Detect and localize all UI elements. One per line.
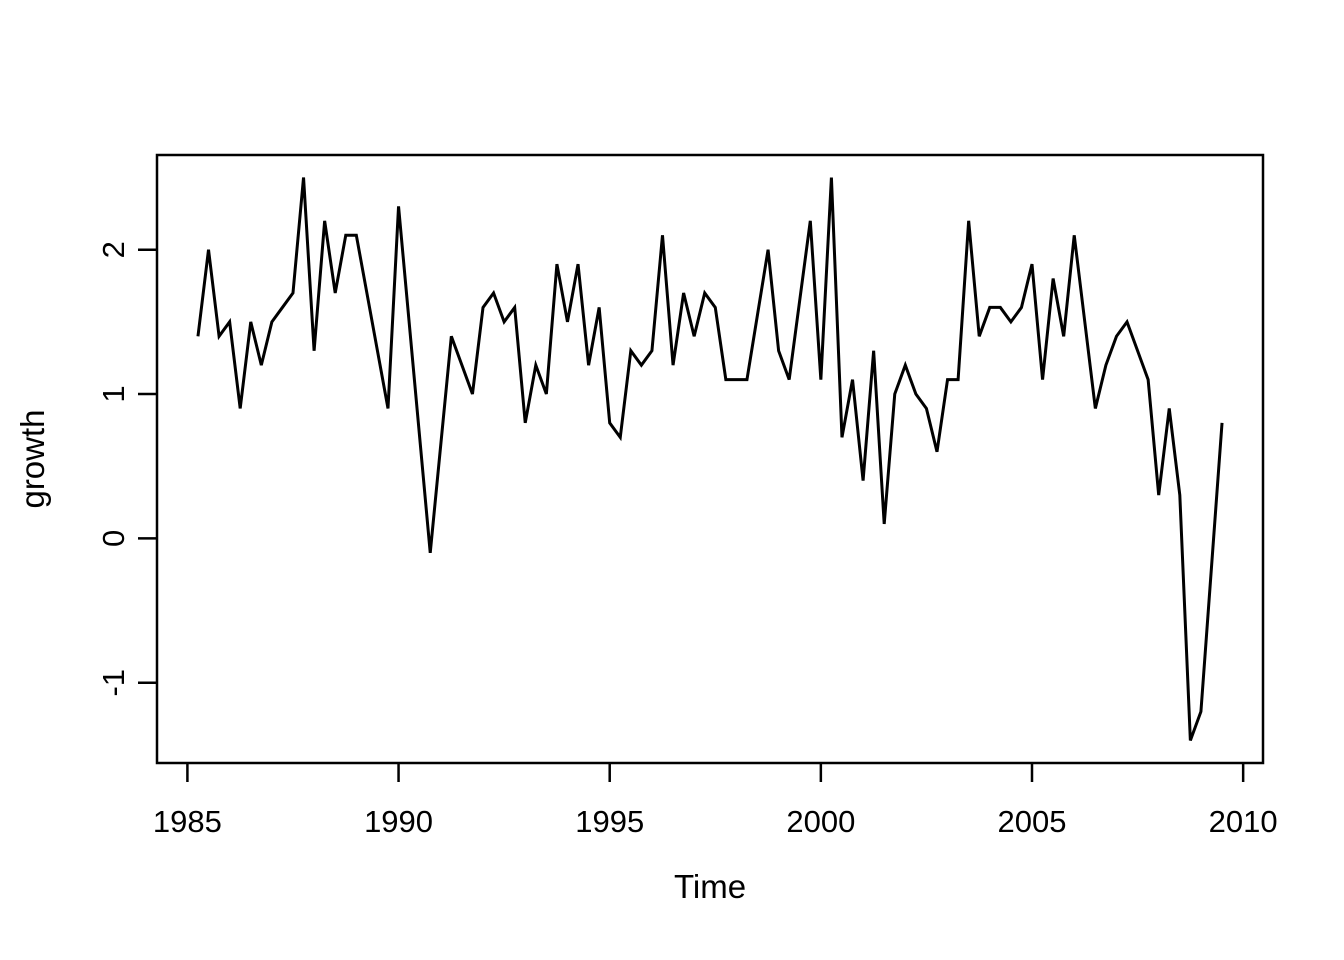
x-tick-label: 2005 [998, 804, 1067, 839]
y-tick-label: 1 [96, 385, 131, 402]
y-axis-tick-labels: -1 0 1 2 [96, 241, 131, 696]
y-tick-label: -1 [96, 669, 131, 697]
x-tick-label: 1985 [153, 804, 222, 839]
x-axis-ticks [186, 763, 1245, 782]
y-tick-label: 0 [96, 530, 131, 547]
y-axis-title: growth [14, 409, 51, 508]
x-tick-label: 2000 [786, 804, 855, 839]
x-tick-label: 1990 [364, 804, 433, 839]
plot-box [155, 153, 1265, 765]
x-axis-tick-labels: 1985 1990 1995 2000 2005 2010 [153, 804, 1278, 839]
x-tick-label: 1995 [575, 804, 644, 839]
x-axis-title: Time [674, 868, 746, 905]
y-tick-label: 2 [96, 241, 131, 258]
growth-series-line [196, 177, 1224, 741]
x-tick-label: 2010 [1209, 804, 1278, 839]
y-axis-ticks [138, 248, 157, 684]
